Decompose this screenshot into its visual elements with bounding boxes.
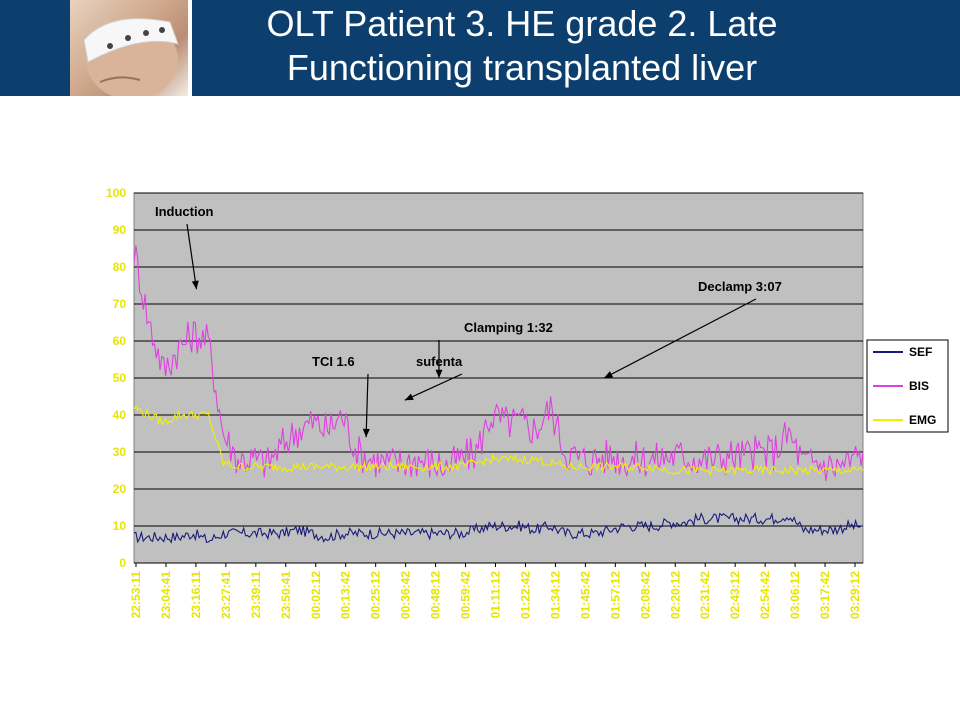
legend-label-sef: SEF: [909, 345, 932, 359]
patient-photo: [70, 0, 188, 96]
x-tick-label-5: 23:50:41: [279, 571, 293, 619]
plot-area-group: 0 10 20 30 40 50 60 70 80 90 100 22:53:11 23:04:41 23…: [106, 186, 949, 619]
y-tick-label-20: 20: [113, 482, 127, 496]
x-tick-label-9: 00:36:42: [399, 571, 413, 619]
y-tick-label-60: 60: [113, 334, 127, 348]
y-tick-label-10: 10: [113, 519, 127, 533]
slide-title-line2: Functioning transplanted liver: [286, 47, 758, 88]
header-bar-right: [192, 0, 960, 96]
annotation-arrowhead-0: [191, 280, 199, 290]
x-tick-label-13: 01:22:42: [518, 571, 532, 619]
x-tick-label-15: 01:45:42: [578, 571, 592, 619]
annotation-arrowhead-2: [404, 393, 414, 401]
series-line-sef: [133, 511, 863, 544]
x-tick-label-19: 02:31:42: [698, 571, 712, 619]
y-tick-label-30: 30: [113, 445, 127, 459]
annotation-arrow-0: [186, 223, 198, 290]
y-tick-label-40: 40: [113, 408, 127, 422]
x-tick-label-24: 03:29:12: [848, 571, 862, 619]
legend-label-emg: EMG: [909, 413, 936, 427]
x-tick-label-10: 00:48:12: [429, 571, 443, 619]
series-line-bis: [133, 245, 864, 482]
x-tick-label-8: 00:25:12: [369, 571, 383, 619]
x-tick-label-7: 00:13:42: [339, 571, 353, 619]
x-tick-label-4: 23:39:11: [249, 571, 263, 619]
series-line-emg: [133, 405, 864, 477]
slide-title-line1: OLT Patient 3. HE grade 2. Late: [266, 3, 778, 44]
slide-title: OLT Patient 3. HE grade 2. Late Function…: [192, 2, 852, 90]
annotation-arrow-4: [603, 298, 757, 379]
x-tick-label-11: 00:59:42: [459, 571, 473, 619]
annotation-arrowhead-3: [435, 369, 443, 378]
annotation-label-1: TCI 1.6: [312, 354, 355, 369]
x-tick-label-20: 02:43:12: [728, 571, 742, 619]
y-tick-label-90: 90: [113, 223, 127, 237]
x-tick-label-17: 02:08:42: [638, 571, 652, 619]
x-tick-label-3: 23:27:41: [219, 571, 233, 619]
annotation-label-4: Declamp 3:07: [698, 279, 782, 294]
annotation-arrow-1: [365, 373, 369, 438]
x-tick-label-2: 23:16:11: [189, 571, 203, 619]
annotation-label-3: Clamping 1:32: [464, 320, 553, 335]
x-tick-label-12: 01:11:12: [489, 571, 503, 619]
annotation-label-0: Induction: [155, 204, 214, 219]
annotation-arrowhead-4: [604, 371, 614, 378]
y-tick-label-0: 0: [119, 556, 126, 570]
y-tick-label-80: 80: [113, 260, 127, 274]
header-bar-left: [0, 0, 70, 96]
y-tick-label-50: 50: [113, 371, 127, 385]
annotation-arrow-2: [404, 373, 463, 401]
x-tick-label-0: 22:53:11: [129, 571, 143, 619]
x-tick-label-23: 03:17:42: [818, 571, 832, 619]
x-tick-label-14: 01:34:12: [548, 571, 562, 619]
patient-photo-image: [83, 18, 179, 96]
x-tick-label-22: 03:06:12: [788, 571, 802, 619]
x-tick-label-6: 00:02:12: [309, 571, 323, 619]
y-tick-label-70: 70: [113, 297, 127, 311]
x-tick-label-18: 02:20:12: [668, 571, 682, 619]
y-tick-label-100: 100: [106, 186, 126, 200]
x-tick-label-1: 23:04:41: [159, 571, 173, 619]
legend-label-bis: BIS: [909, 379, 929, 393]
x-tick-label-21: 02:54:42: [758, 571, 772, 619]
annotation-arrowhead-1: [362, 428, 370, 438]
x-tick-label-16: 01:57:12: [608, 571, 622, 619]
